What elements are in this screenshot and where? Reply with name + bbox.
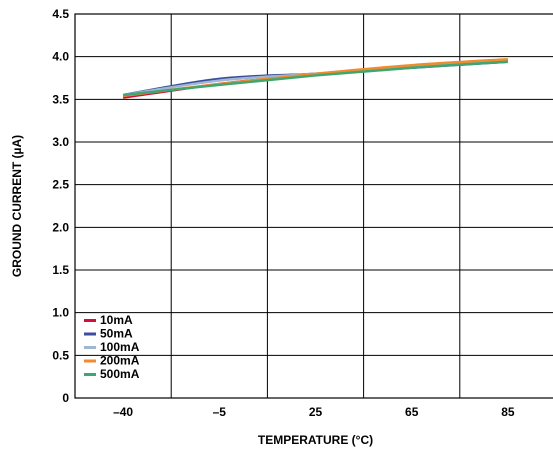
legend-swatch [84, 319, 96, 322]
series-lines [122, 57, 508, 99]
y-tick-label: 3.5 [52, 92, 69, 106]
legend-swatch [84, 346, 96, 349]
legend-swatch [84, 373, 96, 376]
y-tick-label: 0 [62, 391, 69, 405]
x-axis-ticks: –40 –5 25 65 85 [113, 405, 515, 419]
series-line-500mA [122, 60, 508, 97]
legend-label: 200mA [100, 354, 140, 368]
x-axis-title: TEMPERATURE (°C) [258, 433, 373, 447]
legend-label: 50mA [100, 327, 133, 341]
plot-frame [74, 13, 553, 399]
x-tick-label: 25 [309, 405, 323, 419]
legend-label: 10mA [100, 313, 133, 327]
x-tick-label: –5 [213, 405, 227, 419]
x-tick-label: 65 [405, 405, 419, 419]
y-tick-label: 1.5 [52, 263, 69, 277]
x-tick-label: –40 [113, 405, 133, 419]
y-tick-label: 0.5 [52, 348, 69, 362]
y-axis-title: GROUND CURRENT (µA) [10, 135, 24, 277]
y-tick-label: 3.0 [52, 135, 69, 149]
y-tick-label: 4.0 [52, 50, 69, 64]
legend-swatch [84, 359, 96, 363]
y-tick-label: 2.5 [52, 178, 69, 192]
legend-label: 500mA [100, 367, 140, 381]
x-tick-label: 85 [501, 405, 515, 419]
y-tick-label: 2.0 [52, 220, 69, 234]
y-tick-label: 1.0 [52, 306, 69, 320]
legend-swatch [84, 332, 96, 336]
legend-label: 100mA [100, 340, 140, 354]
y-tick-label: 4.5 [52, 7, 69, 21]
y-axis-ticks: 0 0.5 1.0 1.5 2.0 2.5 3.0 3.5 4.0 4.5 [52, 7, 69, 405]
grid [75, 14, 553, 398]
